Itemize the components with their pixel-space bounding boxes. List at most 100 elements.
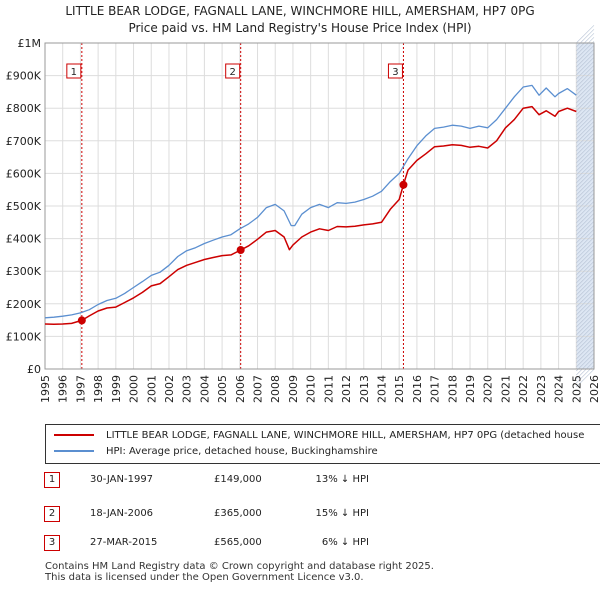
sale-point — [399, 180, 408, 189]
hatch-line — [576, 29, 595, 48]
hatch-line — [576, 45, 595, 64]
sale-row: 3 27-MAR-2015 £565,000 6% ↓ HPI — [44, 535, 444, 555]
x-tick-label: 2008 — [269, 375, 282, 403]
sale-date: 27-MAR-2015 — [90, 537, 158, 548]
sale-hpi-diff: 6% ↓ HPI — [321, 537, 369, 548]
x-tick-label: 2006 — [234, 375, 247, 403]
legend-label-hpi: HPI: Average price, detached house, Buck… — [106, 446, 378, 457]
hatch-line — [576, 121, 595, 140]
y-tick-label: £300K — [6, 265, 42, 278]
x-tick-label: 2005 — [216, 375, 229, 403]
hatch-line — [576, 341, 595, 360]
footer-line-1: Contains HM Land Registry data © Crown c… — [45, 561, 434, 572]
sale-row: 1 30-JAN-1997 £149,000 13% ↓ HPI — [44, 472, 444, 492]
sale-price: £565,000 — [214, 537, 262, 548]
hatch-line — [576, 353, 595, 372]
price-chart: £0 £100K £200K £300K £400K £500K £600K £700K £80… — [6, 25, 600, 403]
hatch-line — [576, 333, 595, 352]
x-tick-label: 2013 — [358, 375, 371, 403]
x-tick-label: 1996 — [57, 375, 70, 403]
legend-item-property: LITTLE BEAR LODGE, FAGNALL LANE, WINCHMO… — [54, 428, 584, 444]
hatch-line — [576, 53, 595, 72]
x-tick-label: 2015 — [393, 375, 406, 403]
hatch-line — [576, 145, 595, 164]
hatch-line — [576, 49, 595, 68]
y-tick-label: £1M — [18, 37, 42, 50]
hatch-line — [576, 213, 595, 232]
hatch-line — [576, 157, 595, 176]
sale-number-label: 1 — [71, 67, 77, 78]
hatch-line — [576, 201, 595, 220]
x-tick-label: 2021 — [499, 375, 512, 403]
x-tick-label: 2014 — [375, 375, 388, 403]
hatch-line — [576, 205, 595, 224]
hatch-line — [576, 97, 595, 116]
hatch-line — [576, 141, 595, 160]
hatch-line — [576, 321, 595, 340]
y-tick-label: £700K — [6, 135, 42, 148]
y-tick-label: £0 — [27, 363, 41, 376]
hatch-line — [576, 233, 595, 252]
x-tick-label: 2010 — [305, 375, 318, 403]
hatch-line — [576, 357, 595, 376]
hatch-line — [576, 209, 595, 228]
hatch-line — [576, 329, 595, 348]
hatch-line — [576, 241, 595, 260]
hatch-line — [576, 261, 595, 280]
hatch-line — [576, 197, 595, 216]
hatch-line — [576, 41, 595, 60]
sale-number-box — [387, 63, 403, 79]
hatch-line — [576, 229, 595, 248]
hpi-series-line — [44, 84, 577, 319]
hatch-line — [576, 325, 595, 344]
hatch-line — [576, 193, 595, 212]
y-tick-label: £500K — [6, 200, 42, 213]
x-tick-label: 2012 — [340, 375, 353, 403]
x-tick-label: 2019 — [464, 375, 477, 403]
hatch-line — [576, 161, 595, 180]
sale-date: 30-JAN-1997 — [90, 474, 154, 485]
hatch-line — [576, 133, 595, 152]
x-tick-label: 2003 — [181, 375, 194, 403]
sale-number-label: 3 — [392, 67, 398, 78]
hatch-line — [576, 289, 595, 308]
hatch-line — [576, 281, 595, 300]
hatch-line — [576, 153, 595, 172]
hatch-line — [576, 89, 595, 108]
chart-title: LITTLE BEAR LODGE, FAGNALL LANE, WINCHMO… — [0, 3, 600, 37]
hatch-line — [576, 269, 595, 288]
hatch-line — [576, 237, 595, 256]
hatch-line — [576, 189, 595, 208]
x-tick-label: 2022 — [517, 375, 530, 403]
hatch-line — [576, 305, 595, 324]
x-tick-label: 2025 — [570, 375, 583, 403]
sale-number-box — [225, 63, 241, 79]
x-tick-label: 2023 — [535, 375, 548, 403]
hatch-line — [576, 337, 595, 356]
sale-price: £365,000 — [214, 508, 262, 519]
x-tick-label: 2018 — [446, 375, 459, 403]
hatch-line — [576, 285, 595, 304]
x-tick-label: 2017 — [429, 375, 442, 403]
legend: LITTLE BEAR LODGE, FAGNALL LANE, WINCHMO… — [45, 424, 600, 464]
y-tick-label: £600K — [6, 167, 42, 180]
hatch-line — [576, 73, 595, 92]
hatch-line — [576, 217, 595, 236]
hatch-line — [576, 249, 595, 268]
hatch-line — [576, 365, 595, 384]
sale-row: 2 18-JAN-2006 £365,000 15% ↓ HPI — [44, 506, 444, 526]
sale-number-badge: 1 — [44, 472, 60, 488]
x-tick-label: 1998 — [92, 375, 105, 403]
hatch-line — [576, 361, 595, 380]
sale-number-label: 2 — [230, 67, 236, 78]
hatch-line — [576, 369, 595, 388]
hatch-line — [576, 257, 595, 276]
sale-hpi-diff: 13% ↓ HPI — [315, 474, 369, 485]
sale-number-box — [66, 63, 82, 79]
hatch-line — [576, 185, 595, 204]
hatch-line — [576, 65, 595, 84]
x-tick-label: 2002 — [163, 375, 176, 403]
hatch-line — [576, 137, 595, 156]
hatch-line — [576, 117, 595, 136]
x-tick-label: 2000 — [128, 375, 141, 403]
